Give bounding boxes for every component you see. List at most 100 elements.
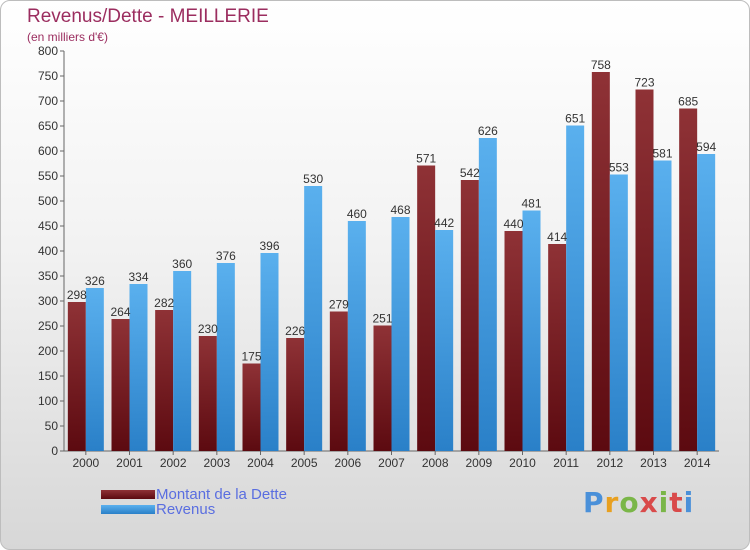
y-tick-label: 550	[38, 169, 58, 183]
y-tick-label: 350	[38, 269, 58, 283]
x-tick-label: 2002	[160, 456, 187, 470]
bar-dette	[635, 89, 654, 451]
data-label-dette: 226	[285, 324, 305, 338]
bar-revenus	[173, 271, 192, 451]
y-tick-label: 800	[38, 44, 58, 58]
proxiti-logo: Proxiti	[583, 486, 695, 519]
data-label-revenus: 334	[128, 270, 148, 284]
data-label-dette: 282	[154, 296, 174, 310]
data-label-revenus: 468	[390, 203, 410, 217]
y-tick-label: 450	[38, 219, 58, 233]
bar-revenus	[304, 186, 323, 451]
x-tick-label: 2013	[640, 456, 667, 470]
bar-dette	[591, 72, 610, 451]
y-tick-label: 150	[38, 369, 58, 383]
bar-revenus	[522, 210, 541, 451]
bar-revenus	[391, 217, 410, 451]
bar-revenus	[478, 138, 497, 451]
bars	[67, 72, 716, 451]
x-tick-label: 2012	[596, 456, 623, 470]
data-label-revenus: 581	[652, 147, 672, 161]
data-label-dette: 414	[547, 230, 567, 244]
bar-revenus	[260, 253, 279, 451]
x-tick-label: 2004	[247, 456, 274, 470]
y-axis: 0 50 100 150 200 250 300 350 400 450 500 550 600 650 7…	[38, 44, 65, 458]
data-label-revenus: 360	[172, 257, 192, 271]
legend-label-dette: Montant de la Dette	[156, 486, 287, 503]
data-label-dette: 723	[634, 76, 654, 90]
data-label-dette: 542	[460, 166, 480, 180]
y-tick-label: 50	[45, 419, 59, 433]
bar-dette	[417, 165, 436, 451]
x-tick-label: 2008	[422, 456, 449, 470]
data-label-dette: 264	[110, 305, 130, 319]
y-tick-label: 600	[38, 144, 58, 158]
y-tick-label: 250	[38, 319, 58, 333]
x-tick-label: 2006	[334, 456, 361, 470]
chart-subtitle: (en milliers d'€)	[27, 30, 108, 44]
bar-dette	[286, 338, 305, 451]
y-tick-label: 400	[38, 244, 58, 258]
bar-dette	[155, 310, 174, 451]
bar-dette	[679, 108, 698, 451]
legend-swatch-dette	[101, 490, 155, 499]
data-label-dette: 758	[591, 58, 611, 72]
bar-dette	[373, 325, 392, 451]
x-tick-label: 2003	[203, 456, 230, 470]
data-label-revenus: 460	[347, 207, 367, 221]
x-tick-label: 2011	[553, 456, 579, 470]
data-label-dette: 685	[678, 95, 698, 109]
data-label-dette: 440	[503, 217, 523, 231]
data-label-revenus: 326	[85, 274, 105, 288]
y-tick-label: 750	[38, 69, 58, 83]
bar-dette	[548, 244, 567, 451]
bar-dette	[111, 319, 130, 451]
bar-revenus	[347, 221, 366, 451]
bar-dette	[460, 180, 479, 451]
x-tick-label: 2014	[684, 456, 711, 470]
data-label-revenus: 376	[216, 249, 236, 263]
x-tick-label: 2010	[509, 456, 536, 470]
x-tick-label: 2005	[291, 456, 318, 470]
bar-dette	[242, 363, 261, 451]
data-label-dette: 175	[241, 350, 261, 364]
bar-dette	[198, 336, 217, 451]
data-label-revenus: 594	[696, 140, 716, 154]
y-tick-label: 700	[38, 94, 58, 108]
bar-dette	[329, 311, 348, 451]
data-label-revenus: 651	[565, 112, 585, 126]
data-label-dette: 298	[67, 288, 87, 302]
bar-revenus	[697, 154, 716, 451]
data-label-revenus: 396	[259, 239, 279, 253]
data-label-dette: 230	[198, 322, 218, 336]
data-label-dette: 251	[372, 312, 392, 326]
data-label-revenus: 553	[609, 161, 629, 175]
bar-revenus	[129, 284, 148, 451]
x-tick-label: 2001	[116, 456, 143, 470]
legend-swatch-revenus	[101, 505, 155, 514]
data-label-revenus: 442	[434, 216, 454, 230]
y-tick-label: 500	[38, 194, 58, 208]
bar-revenus	[653, 160, 672, 451]
y-tick-label: 200	[38, 344, 58, 358]
y-tick-label: 650	[38, 119, 58, 133]
y-tick-label: 0	[51, 444, 58, 458]
bar-revenus	[566, 125, 585, 451]
bar-revenus	[85, 288, 104, 451]
y-tick-label: 100	[38, 394, 58, 408]
bar-revenus	[435, 230, 454, 451]
data-label-dette: 571	[416, 152, 436, 166]
legend-label-revenus: Revenus	[156, 501, 216, 518]
x-tick-label: 2009	[465, 456, 492, 470]
x-tick-label: 2000	[72, 456, 99, 470]
data-label-revenus: 626	[478, 124, 498, 138]
x-tick-label: 2007	[378, 456, 405, 470]
bar-dette	[504, 231, 523, 451]
bar-revenus	[216, 263, 235, 451]
data-label-revenus: 481	[521, 197, 541, 211]
bar-dette	[67, 302, 86, 451]
y-tick-label: 300	[38, 294, 58, 308]
